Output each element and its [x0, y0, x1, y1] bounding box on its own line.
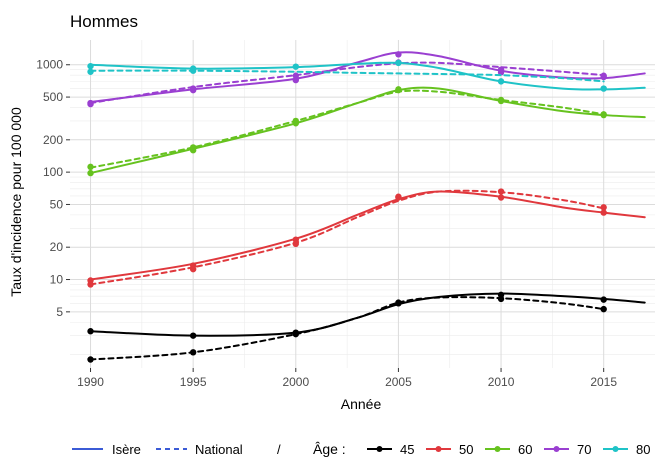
series-line	[89, 296, 605, 361]
legend-age-80-point	[612, 446, 619, 452]
legend-age-50-point	[435, 446, 442, 452]
x-tick-label: 2000	[282, 375, 309, 389]
data-point	[189, 144, 197, 151]
legend-national-label: National	[195, 442, 243, 457]
y-tick-label: 20	[50, 240, 64, 254]
data-point	[600, 111, 607, 118]
x-tick-label: 1995	[180, 375, 207, 389]
series-age-80-national	[87, 67, 605, 83]
y-tick-label: 10	[50, 273, 64, 287]
data-point	[497, 96, 505, 104]
series-age-45-national	[87, 295, 607, 363]
legend-age-60-point	[494, 446, 501, 452]
legend-age-title: Âge :	[313, 441, 346, 457]
data-point	[497, 295, 505, 303]
data-point	[87, 163, 94, 171]
series-age-60-national	[87, 86, 607, 171]
legend-age-80-label: 80	[636, 442, 650, 457]
legend: Isère National / Âge : 45 50 60 70 80	[72, 441, 650, 457]
data-point	[87, 68, 94, 75]
y-axis-label: Taux d'incidence pour 100 000	[8, 107, 24, 297]
grid	[70, 40, 655, 368]
x-axis-label: Année	[341, 396, 382, 412]
legend-age-45-label: 45	[400, 442, 414, 457]
data-point	[87, 62, 94, 70]
legend-age-70-label: 70	[577, 442, 591, 457]
data-point	[189, 67, 197, 74]
data-point	[87, 356, 94, 363]
data-point	[395, 299, 402, 306]
data-point	[395, 194, 402, 201]
data-point	[87, 100, 94, 108]
data-point	[292, 117, 299, 125]
y-tick-label: 500	[43, 90, 63, 104]
legend-isere-label: Isère	[112, 442, 141, 457]
data-point	[189, 265, 197, 273]
data-point	[292, 72, 299, 79]
data-point	[497, 66, 505, 73]
data-point	[395, 51, 402, 58]
series-line	[89, 51, 646, 103]
x-tick-label: 2015	[590, 375, 617, 389]
series-line	[89, 69, 605, 83]
series-line	[89, 292, 646, 337]
data-point	[189, 85, 197, 92]
legend-age-70-point	[553, 446, 560, 452]
series-line	[89, 189, 605, 286]
x-tick-label: 1990	[77, 375, 104, 389]
y-axis: 5 10 20 50 100 200 500 1000	[36, 58, 70, 319]
chart-title: Hommes	[70, 12, 138, 31]
data-point	[189, 332, 197, 339]
series-line	[89, 61, 605, 105]
x-axis: 1990 1995 2000 2005 2010 2015	[77, 368, 617, 389]
y-tick-label: 50	[50, 197, 64, 211]
data-point	[600, 204, 607, 211]
data-point	[600, 305, 607, 313]
series-age-50-isere	[87, 190, 646, 284]
y-tick-label: 5	[56, 305, 63, 319]
data-point	[87, 281, 94, 288]
data-point	[292, 330, 299, 338]
x-tick-label: 2010	[488, 375, 515, 389]
data-point	[497, 188, 505, 195]
data-point	[497, 78, 505, 85]
data-point	[497, 194, 505, 201]
legend-age-50-label: 50	[459, 442, 473, 457]
data-point	[87, 328, 94, 335]
data-point	[600, 209, 607, 216]
data-point	[600, 296, 607, 303]
legend-age-45-point	[376, 446, 383, 452]
legend-age-60-label: 60	[518, 442, 532, 457]
series-line	[89, 89, 605, 169]
data-point	[189, 349, 197, 356]
series-line	[89, 86, 646, 175]
data-point	[292, 63, 299, 70]
y-tick-label: 1000	[36, 58, 63, 72]
series-line	[89, 61, 646, 91]
data-point	[600, 85, 607, 92]
series-layer	[87, 51, 646, 363]
data-point	[292, 240, 299, 248]
data-point	[395, 86, 402, 94]
y-tick-label: 100	[43, 165, 63, 179]
x-tick-label: 2005	[385, 375, 412, 389]
data-point	[87, 169, 94, 177]
series-age-50-national	[87, 188, 607, 288]
y-tick-label: 200	[43, 133, 63, 147]
data-point	[395, 59, 402, 67]
data-point	[600, 72, 607, 79]
legend-separator: /	[277, 442, 281, 457]
